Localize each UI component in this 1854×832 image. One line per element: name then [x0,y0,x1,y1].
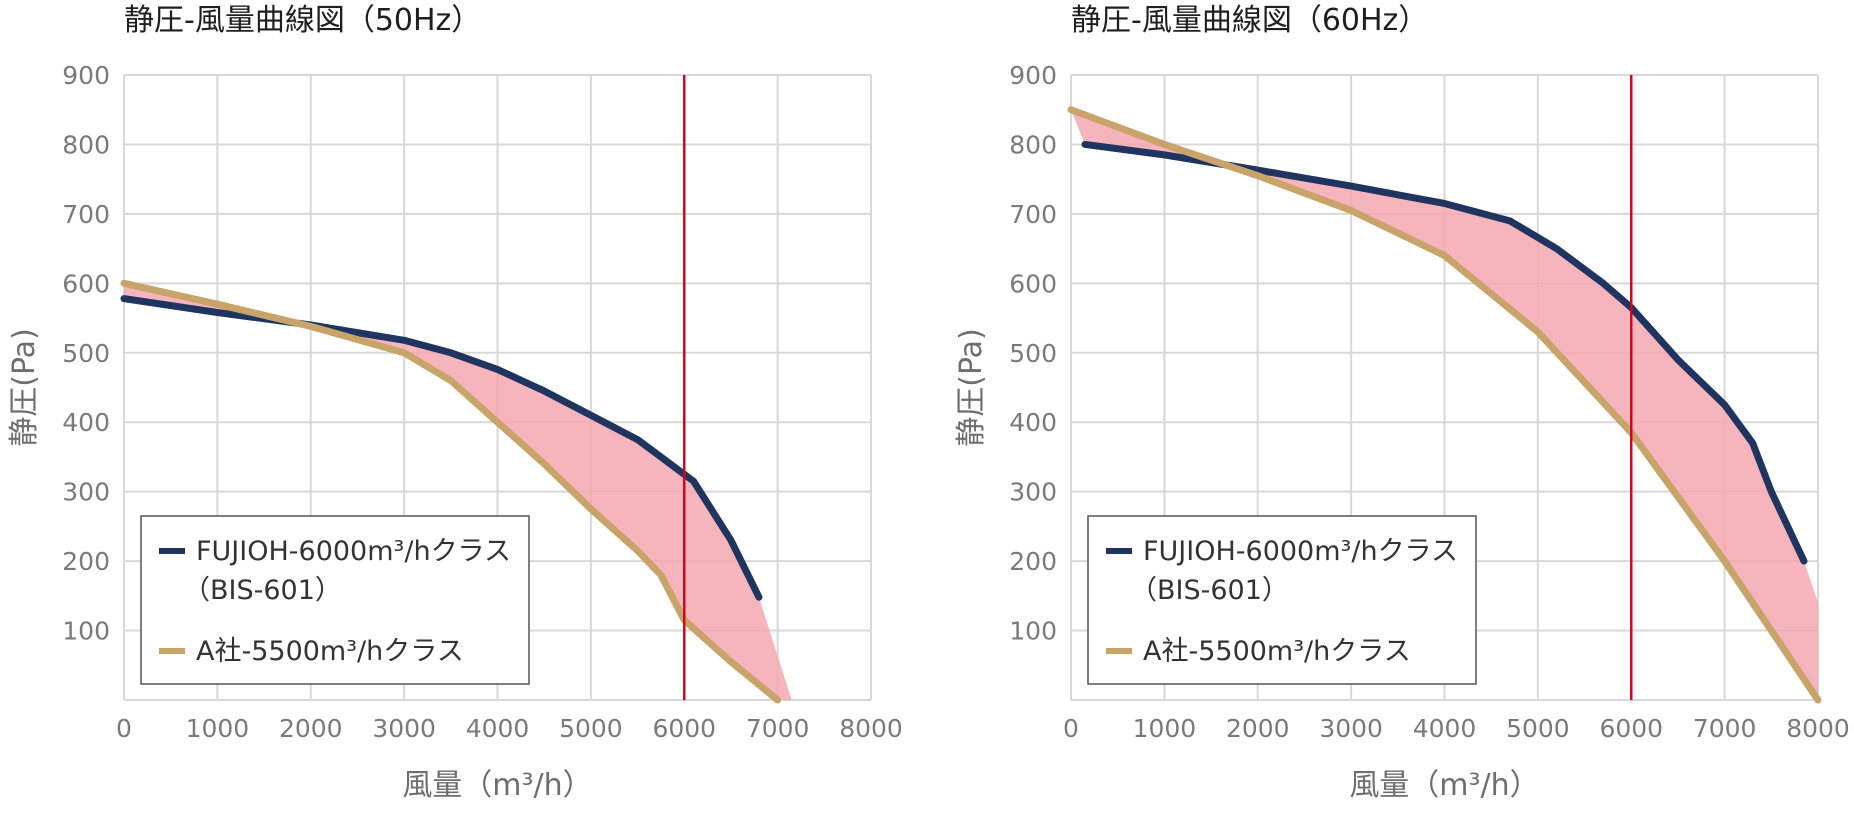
legend-label-fujioh-model: （BIS-601） [183,575,342,606]
y-tick-label: 100 [1009,617,1057,646]
y-tick-label: 400 [1009,408,1057,437]
y-tick-label: 800 [1009,130,1057,159]
y-tick-label: 300 [62,478,110,507]
x-tick-label: 5000 [559,714,623,743]
y-tick-label: 700 [62,200,110,229]
series-line-fujioh [1081,140,1808,565]
y-tick-label: 900 [1009,61,1057,90]
legend-box [140,515,530,685]
x-axis-label: 風量（m³/h） [1349,768,1539,803]
legend-label-fujioh: FUJIOH-6000m³/hクラス [196,536,511,567]
y-axis-label: 静圧(Pa) [954,328,989,447]
x-tick-label: 6000 [652,714,716,743]
y-tick-label: 200 [62,547,110,576]
chart-title: 静圧-風量曲線図（50Hz） [124,3,481,38]
x-axis-label: 風量（m³/h） [402,768,592,803]
chart-title: 静圧-風量曲線図（60Hz） [1071,3,1428,38]
y-tick-label: 800 [62,130,110,159]
x-tick-label: 1000 [186,714,250,743]
x-tick-label: 2000 [1226,714,1290,743]
series-line-a-company [1067,106,1822,704]
legend-label-a-company: A社-5500m³/hクラス [196,636,464,667]
x-tick-label: 6000 [1599,714,1663,743]
x-tick-label: 7000 [746,714,810,743]
y-tick-label: 200 [1009,547,1057,576]
y-axis-label: 静圧(Pa) [7,328,42,447]
legend-box [1087,515,1477,685]
y-tick-label: 600 [1009,269,1057,298]
y-tick-label: 700 [1009,200,1057,229]
y-tick-label: 900 [62,61,110,90]
x-tick-label: 8000 [839,714,903,743]
legend-label-a-company: A社-5500m³/hクラス [1143,636,1411,667]
y-tick-label: 400 [62,408,110,437]
x-tick-label: 2000 [279,714,343,743]
x-tick-label: 4000 [466,714,530,743]
x-tick-label: 3000 [1319,714,1383,743]
performance-difference-area [1071,109,1818,700]
y-tick-label: 500 [1009,339,1057,368]
x-tick-label: 3000 [372,714,436,743]
performance-difference-area [124,283,792,700]
legend-label-fujioh-model: （BIS-601） [1130,575,1289,606]
x-tick-label: 7000 [1693,714,1757,743]
y-tick-label: 600 [62,269,110,298]
x-tick-label: 4000 [1413,714,1477,743]
x-tick-label: 8000 [1786,714,1850,743]
x-tick-label: 0 [1063,714,1079,743]
chart-50hz: 静圧-風量曲線図（50Hz） 0 1000 2000 3000 4000 5000 6000 7… [7,3,903,803]
x-tick-label: 0 [116,714,132,743]
y-tick-label: 300 [1009,478,1057,507]
y-tick-label: 500 [62,339,110,368]
y-tick-label: 100 [62,617,110,646]
x-tick-label: 5000 [1506,714,1570,743]
x-tick-label: 1000 [1133,714,1197,743]
chart-60hz: 静圧-風量曲線図（60Hz） 0 1000 2000 3000 4000 5000 6000 7… [954,3,1850,803]
legend-label-fujioh: FUJIOH-6000m³/hクラス [1143,536,1458,567]
